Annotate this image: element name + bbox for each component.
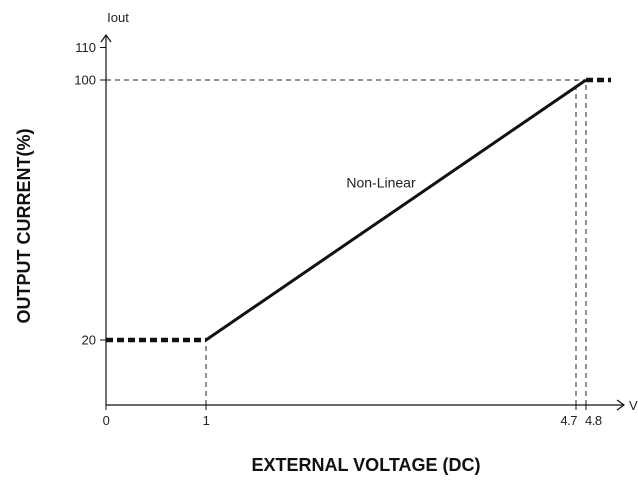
tick-labels: 20 100 110 0 1 4.7 4.8 [74, 40, 602, 428]
y-tick-label-1: 100 [74, 73, 96, 88]
annotation-0: Non-Linear [346, 174, 416, 190]
axes [100, 33, 626, 411]
y-tick-label-2: 110 [75, 40, 96, 55]
x-axis-title: EXTERNAL VOLTAGE (DC) [252, 455, 481, 475]
x-tick-label-1: 1 [203, 413, 210, 428]
y-tick-label-0: 20 [82, 333, 96, 348]
x-axis-end-label: V [629, 398, 638, 413]
reference-lines [106, 79, 587, 405]
x-tick-label-2: 4.7 [560, 413, 577, 428]
line-segment-1 [205, 78, 587, 342]
series [106, 77, 611, 343]
annotations: Non-Linear [346, 174, 416, 190]
x-axis-arrow-icon [616, 399, 626, 411]
y-axis-title: OUTPUT CURRENT(%) [14, 129, 34, 324]
x-tick-label-3: 4.8 [585, 413, 602, 428]
y-axis-end-label: Iout [107, 10, 129, 25]
x-tick-label-0: 0 [103, 413, 110, 428]
y-axis-arrow-icon [100, 33, 112, 43]
